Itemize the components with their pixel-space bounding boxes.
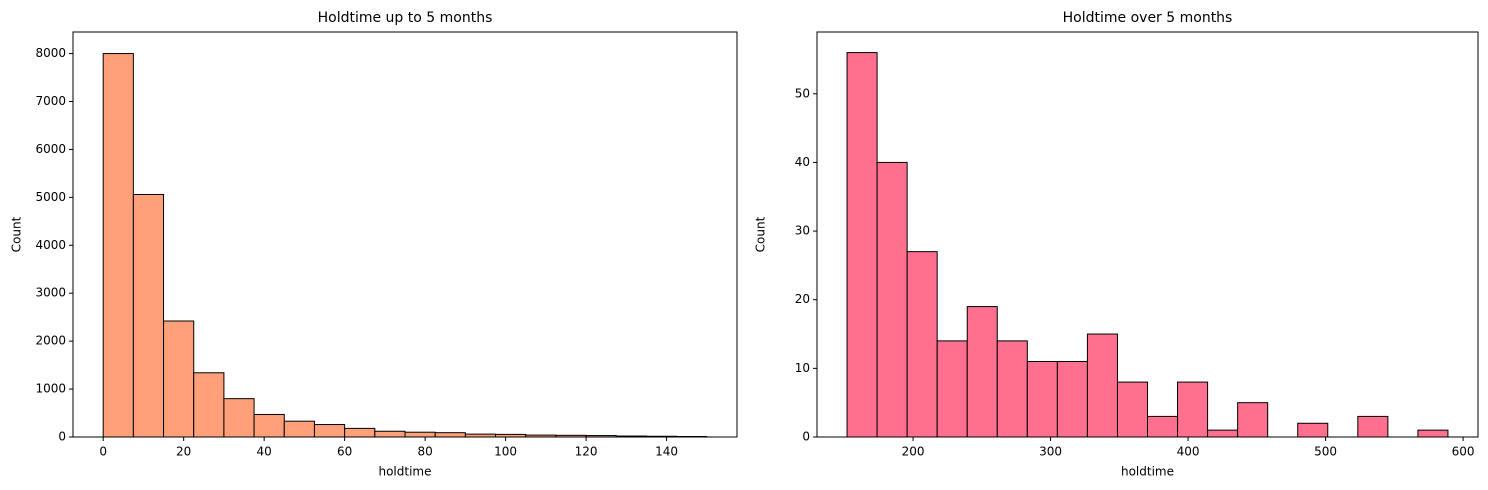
bar <box>1177 381 1209 438</box>
y-tick-label: 20 <box>795 292 810 306</box>
bar <box>283 420 315 438</box>
x-tick-label: 600 <box>1452 445 1475 459</box>
bar <box>906 251 938 438</box>
x-tick-label: 0 <box>99 445 107 459</box>
x-tick-label: 300 <box>1039 445 1062 459</box>
y-tick-label: 5000 <box>35 190 66 204</box>
x-tick-label: 500 <box>1314 445 1337 459</box>
y-tick-label: 8000 <box>35 46 66 60</box>
y-tick-label: 3000 <box>35 286 66 300</box>
y-tick-label: 30 <box>795 224 810 238</box>
bar <box>193 372 225 438</box>
x-tick-label: 60 <box>337 445 352 459</box>
x-tick-label: 400 <box>1177 445 1200 459</box>
bar <box>313 424 346 438</box>
x-tick-label: 120 <box>575 445 598 459</box>
bar <box>132 193 165 438</box>
y-tick-label: 2000 <box>35 334 66 348</box>
bar <box>1297 422 1329 438</box>
y-tick-label: 0 <box>58 430 66 444</box>
x-axis-label: holdtime <box>1121 465 1174 479</box>
bar <box>374 430 406 438</box>
y-axis-label: Count <box>10 216 24 252</box>
bar <box>966 306 998 438</box>
x-tick-label: 200 <box>902 445 925 459</box>
bar <box>404 431 436 438</box>
y-tick-label: 50 <box>795 86 810 100</box>
bar <box>253 413 285 438</box>
y-tick-label: 10 <box>795 361 810 375</box>
x-tick-label: 20 <box>176 445 191 459</box>
chart-title: Holdtime over 5 months <box>1063 10 1233 26</box>
bar <box>223 398 255 438</box>
axes-frame <box>816 31 1479 438</box>
bar <box>434 432 466 438</box>
x-tick-label: 100 <box>494 445 517 459</box>
bar <box>1207 429 1239 438</box>
x-tick-label: 40 <box>257 445 272 459</box>
bar <box>1417 429 1449 438</box>
y-tick-label: 1000 <box>35 382 66 396</box>
bar <box>1147 415 1179 438</box>
bar <box>1056 360 1088 438</box>
y-tick-label: 40 <box>795 155 810 169</box>
x-tick-label: 80 <box>417 445 432 459</box>
bar <box>846 52 878 438</box>
bar <box>1357 415 1389 438</box>
bar <box>876 161 908 438</box>
y-tick-label: 6000 <box>35 142 66 156</box>
bar <box>1237 402 1269 438</box>
bar <box>344 427 376 438</box>
y-tick-label: 7000 <box>35 94 66 108</box>
axes-frame <box>72 31 738 438</box>
y-tick-label: 0 <box>802 430 810 444</box>
bar <box>1026 360 1058 438</box>
chart-title: Holdtime up to 5 months <box>318 10 493 26</box>
bar <box>163 320 195 438</box>
y-tick-label: 4000 <box>35 238 66 252</box>
bar <box>1116 381 1149 438</box>
bar <box>996 340 1028 438</box>
bar <box>102 53 134 438</box>
x-axis-label: holdtime <box>378 465 431 479</box>
y-axis-label: Count <box>754 216 768 252</box>
bar <box>1086 333 1118 438</box>
x-tick-label: 140 <box>655 445 678 459</box>
bar <box>936 340 968 438</box>
